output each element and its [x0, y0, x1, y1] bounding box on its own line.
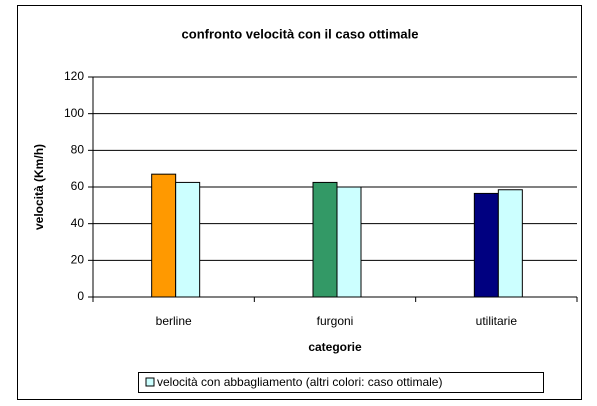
legend-swatch	[145, 377, 155, 387]
x-tick-label: utilitarie	[476, 314, 518, 328]
bar	[175, 181, 201, 298]
legend-label: velocità con abbagliamento (altri colori…	[157, 375, 442, 389]
x-tick-label: berline	[156, 314, 192, 328]
bar	[312, 181, 338, 298]
bar	[497, 189, 523, 298]
y-tick-label: 100	[64, 106, 84, 120]
bar	[336, 186, 362, 298]
bar	[151, 173, 177, 298]
x-axis-label: categorie	[308, 340, 362, 354]
y-tick-label: 0	[77, 289, 84, 303]
y-tick-label: 60	[71, 179, 85, 193]
x-tick-label: furgoni	[317, 314, 354, 328]
y-axis-label: velocità (Km/h)	[32, 144, 46, 230]
y-tick-label: 120	[64, 69, 84, 83]
y-tick-label: 80	[71, 143, 85, 157]
y-tick-label: 20	[71, 253, 85, 267]
bar	[473, 192, 499, 298]
y-tick-label: 40	[71, 216, 85, 230]
legend-box	[138, 372, 544, 393]
chart-title: confronto velocità con il caso ottimale	[182, 26, 419, 41]
